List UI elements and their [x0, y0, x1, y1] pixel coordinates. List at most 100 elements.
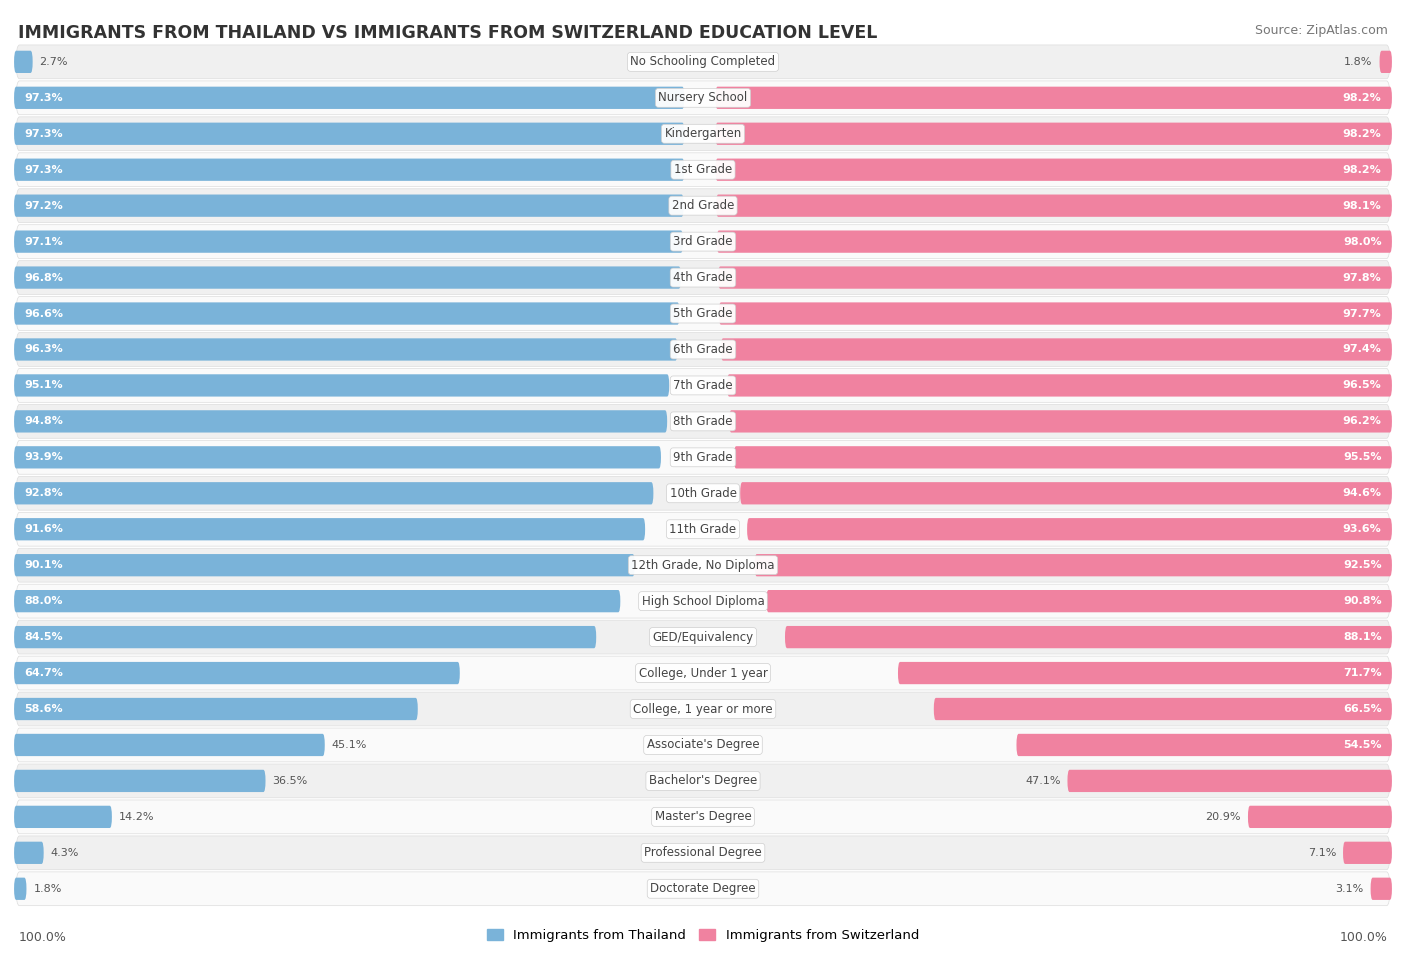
Text: Doctorate Degree: Doctorate Degree	[650, 882, 756, 895]
FancyBboxPatch shape	[15, 296, 1391, 331]
Text: 45.1%: 45.1%	[332, 740, 367, 750]
Text: 36.5%: 36.5%	[273, 776, 308, 786]
FancyBboxPatch shape	[14, 698, 418, 721]
FancyBboxPatch shape	[1379, 51, 1392, 73]
Text: Professional Degree: Professional Degree	[644, 846, 762, 859]
Text: 97.3%: 97.3%	[24, 129, 63, 138]
Text: No Schooling Completed: No Schooling Completed	[630, 56, 776, 68]
Text: 96.3%: 96.3%	[24, 344, 63, 355]
FancyBboxPatch shape	[898, 662, 1392, 684]
Text: Source: ZipAtlas.com: Source: ZipAtlas.com	[1254, 24, 1388, 37]
FancyBboxPatch shape	[15, 728, 1391, 761]
Text: 2nd Grade: 2nd Grade	[672, 199, 734, 213]
FancyBboxPatch shape	[14, 770, 266, 792]
Text: 98.2%: 98.2%	[1343, 93, 1382, 102]
Text: 4th Grade: 4th Grade	[673, 271, 733, 284]
Text: 11th Grade: 11th Grade	[669, 523, 737, 535]
Text: 1st Grade: 1st Grade	[673, 163, 733, 176]
FancyBboxPatch shape	[1371, 878, 1392, 900]
FancyBboxPatch shape	[14, 338, 678, 361]
FancyBboxPatch shape	[747, 518, 1392, 540]
Text: 97.2%: 97.2%	[24, 201, 63, 211]
FancyBboxPatch shape	[15, 332, 1391, 367]
Text: 12th Grade, No Diploma: 12th Grade, No Diploma	[631, 559, 775, 571]
Text: 84.5%: 84.5%	[24, 632, 63, 643]
Text: 88.0%: 88.0%	[24, 596, 63, 606]
Text: 98.0%: 98.0%	[1343, 237, 1382, 247]
Text: 96.8%: 96.8%	[24, 273, 63, 283]
Text: 1.8%: 1.8%	[1344, 57, 1372, 67]
FancyBboxPatch shape	[14, 195, 683, 216]
Text: Bachelor's Degree: Bachelor's Degree	[650, 774, 756, 788]
Text: 71.7%: 71.7%	[1343, 668, 1382, 678]
FancyBboxPatch shape	[1343, 841, 1392, 864]
FancyBboxPatch shape	[14, 483, 654, 504]
FancyBboxPatch shape	[14, 230, 683, 253]
Text: 54.5%: 54.5%	[1343, 740, 1382, 750]
Text: 96.5%: 96.5%	[1343, 380, 1382, 390]
Text: 98.1%: 98.1%	[1343, 201, 1382, 211]
FancyBboxPatch shape	[14, 518, 645, 540]
Text: Kindergarten: Kindergarten	[665, 128, 741, 140]
FancyBboxPatch shape	[14, 410, 668, 433]
FancyBboxPatch shape	[1249, 805, 1392, 828]
FancyBboxPatch shape	[15, 872, 1391, 906]
FancyBboxPatch shape	[14, 554, 634, 576]
Text: 93.6%: 93.6%	[1343, 525, 1382, 534]
Text: 9th Grade: 9th Grade	[673, 450, 733, 464]
FancyBboxPatch shape	[740, 483, 1392, 504]
Text: 94.8%: 94.8%	[24, 416, 63, 426]
FancyBboxPatch shape	[14, 878, 27, 900]
FancyBboxPatch shape	[14, 447, 661, 468]
FancyBboxPatch shape	[14, 590, 620, 612]
FancyBboxPatch shape	[717, 230, 1392, 253]
Text: 2.7%: 2.7%	[39, 57, 67, 67]
Text: College, 1 year or more: College, 1 year or more	[633, 703, 773, 716]
Text: 95.1%: 95.1%	[24, 380, 63, 390]
Text: 47.1%: 47.1%	[1025, 776, 1060, 786]
FancyBboxPatch shape	[14, 662, 460, 684]
FancyBboxPatch shape	[14, 734, 325, 756]
FancyBboxPatch shape	[716, 159, 1392, 180]
FancyBboxPatch shape	[1067, 770, 1392, 792]
FancyBboxPatch shape	[15, 477, 1391, 510]
Text: 97.8%: 97.8%	[1343, 273, 1382, 283]
FancyBboxPatch shape	[15, 117, 1391, 151]
Text: 8th Grade: 8th Grade	[673, 415, 733, 428]
Text: 4.3%: 4.3%	[51, 848, 79, 858]
Text: 6th Grade: 6th Grade	[673, 343, 733, 356]
FancyBboxPatch shape	[14, 87, 685, 109]
Text: 90.8%: 90.8%	[1343, 596, 1382, 606]
FancyBboxPatch shape	[716, 195, 1392, 216]
FancyBboxPatch shape	[14, 266, 681, 289]
Text: 95.5%: 95.5%	[1343, 452, 1382, 462]
Text: 100.0%: 100.0%	[18, 931, 66, 945]
Text: Associate's Degree: Associate's Degree	[647, 738, 759, 752]
FancyBboxPatch shape	[721, 338, 1392, 361]
Text: 10th Grade: 10th Grade	[669, 487, 737, 500]
Text: 96.6%: 96.6%	[24, 308, 63, 319]
Text: 66.5%: 66.5%	[1343, 704, 1382, 714]
Text: 94.6%: 94.6%	[1343, 488, 1382, 498]
Text: 91.6%: 91.6%	[24, 525, 63, 534]
FancyBboxPatch shape	[14, 51, 32, 73]
Text: 100.0%: 100.0%	[1340, 931, 1388, 945]
FancyBboxPatch shape	[14, 374, 669, 397]
Text: College, Under 1 year: College, Under 1 year	[638, 667, 768, 680]
Text: 5th Grade: 5th Grade	[673, 307, 733, 320]
Text: 97.3%: 97.3%	[24, 165, 63, 175]
FancyBboxPatch shape	[730, 410, 1392, 433]
FancyBboxPatch shape	[718, 302, 1392, 325]
Text: 7.1%: 7.1%	[1308, 848, 1336, 858]
FancyBboxPatch shape	[15, 224, 1391, 258]
FancyBboxPatch shape	[15, 189, 1391, 222]
Text: 96.2%: 96.2%	[1343, 416, 1382, 426]
FancyBboxPatch shape	[14, 302, 679, 325]
Text: 3rd Grade: 3rd Grade	[673, 235, 733, 248]
FancyBboxPatch shape	[14, 159, 685, 180]
FancyBboxPatch shape	[15, 692, 1391, 726]
FancyBboxPatch shape	[15, 81, 1391, 115]
Text: 97.3%: 97.3%	[24, 93, 63, 102]
Text: 88.1%: 88.1%	[1343, 632, 1382, 643]
Text: 3.1%: 3.1%	[1336, 883, 1364, 894]
